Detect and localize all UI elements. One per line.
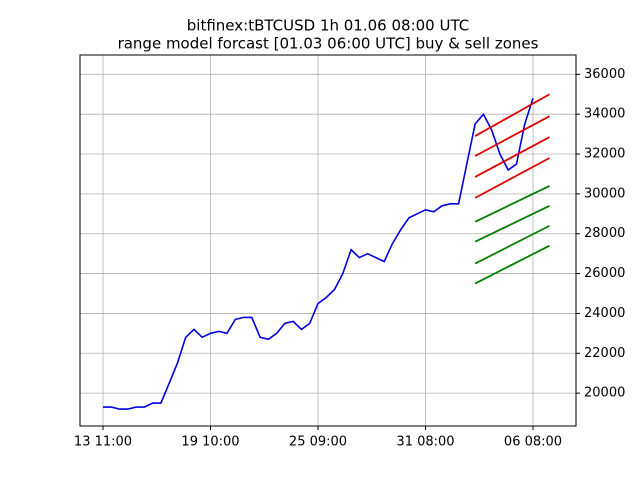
zone-line [474, 93, 550, 137]
y-tick-label: 28000 [584, 226, 625, 241]
y-tick-label: 36000 [584, 67, 625, 82]
zone-line [474, 205, 550, 243]
plot-frame [79, 54, 577, 427]
x-tick-label: 19 10:00 [181, 435, 239, 450]
zone-line [474, 185, 550, 223]
y-tick-label: 30000 [584, 186, 625, 201]
zone-line [474, 244, 550, 285]
y-tick-label: 20000 [584, 386, 625, 401]
chart-subtitle: range model forcast [01.03 06:00 UTC] bu… [118, 35, 539, 53]
zone-line [474, 136, 550, 178]
x-tick-label: 31 08:00 [396, 435, 454, 450]
zone-line [474, 115, 550, 157]
x-tick-label: 25 09:00 [289, 435, 347, 450]
y-tick-label: 22000 [584, 346, 625, 361]
y-tick-label: 32000 [584, 147, 625, 162]
chart-title: bitfinex:tBTCUSD 1h 01.06 08:00 UTC [187, 17, 469, 35]
price-line [103, 97, 534, 410]
zone-line [474, 157, 550, 199]
x-tick-label: 06 08:00 [504, 435, 562, 450]
x-tick-label: 13 11:00 [74, 435, 132, 450]
y-tick-label: 26000 [584, 266, 625, 281]
zone-line [474, 224, 550, 265]
y-tick-label: 24000 [584, 306, 625, 321]
y-tick-label: 34000 [584, 107, 625, 122]
